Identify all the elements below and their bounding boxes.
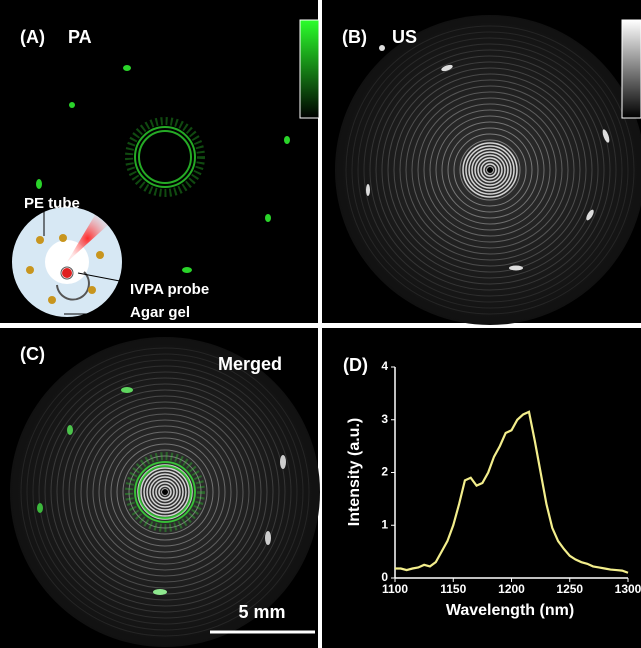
ring (441, 121, 539, 219)
x-tick-label: 1250 (556, 582, 583, 596)
x-tick-label: 1200 (498, 582, 525, 596)
x-axis-label: Wavelength (nm) (446, 602, 574, 619)
ring (375, 55, 605, 285)
plot: 0 1 2 3 4 1100 1150 1200 1250 1300 (381, 359, 641, 596)
ring (86, 413, 244, 571)
ring (38, 365, 292, 619)
ring (140, 467, 190, 517)
x-tick-label: 1100 (382, 582, 408, 596)
inset (12, 207, 130, 317)
ring (351, 31, 629, 309)
ring (435, 115, 545, 225)
ring (453, 133, 527, 207)
panel-label: (D) (343, 355, 368, 375)
ring (387, 67, 593, 273)
ring (411, 91, 569, 249)
ring (80, 407, 250, 577)
center (487, 167, 493, 173)
ring (381, 61, 599, 279)
ring (468, 148, 512, 192)
ring (104, 431, 226, 553)
ring (122, 449, 208, 535)
ring (417, 97, 563, 243)
pa-colorbar (299, 19, 320, 119)
panel-label: (C) (20, 344, 45, 364)
panel-title: PA (68, 27, 92, 47)
green-ring (134, 126, 196, 188)
ring (68, 395, 262, 589)
x-tick-label: 1150 (440, 582, 466, 596)
green-ring (134, 461, 196, 523)
ring (423, 103, 557, 237)
x-tick-label: 1300 (615, 582, 641, 596)
y-tick-label: 0 (381, 570, 388, 584)
center (162, 489, 168, 495)
y-tick-label: 1 (381, 517, 388, 531)
ring (149, 476, 181, 508)
ring (155, 482, 175, 502)
pa-spots (36, 65, 290, 273)
inset-label: IVPA probe (130, 281, 209, 298)
panel-title: US (392, 27, 417, 47)
ring (462, 142, 518, 198)
ring (363, 43, 617, 297)
ring (369, 49, 611, 291)
ring (26, 353, 304, 631)
ring (459, 139, 521, 201)
panel-d (322, 328, 641, 648)
ring (480, 160, 500, 180)
line (395, 410, 629, 574)
y-tick-label: 3 (381, 412, 388, 426)
merged-rings (20, 347, 310, 637)
inset-label: PE tube (24, 195, 80, 212)
green-ring (125, 452, 205, 532)
ring (465, 145, 515, 195)
ring (56, 383, 274, 601)
ring (399, 79, 581, 261)
ring (357, 37, 623, 303)
ring (98, 425, 232, 559)
ring (152, 479, 178, 505)
green-ring (125, 117, 205, 197)
ring (50, 377, 280, 607)
y-tick-label: 4 (381, 359, 388, 373)
ring (405, 85, 575, 255)
merged-spots (37, 387, 286, 595)
ring (116, 443, 214, 541)
y-axis-label: Intensity (a.u.) (346, 418, 363, 526)
us-spots (366, 45, 610, 271)
ring (110, 437, 220, 547)
ring (393, 73, 587, 267)
ring (477, 157, 503, 183)
ring (20, 347, 310, 637)
ring (447, 127, 533, 213)
ring (143, 470, 187, 514)
ring (429, 109, 551, 231)
ring (146, 473, 184, 511)
green-ring (138, 130, 192, 184)
panel-label: (A) (20, 27, 45, 47)
y-tick-label: 2 (381, 465, 388, 479)
ring (474, 154, 506, 186)
scale-bar-label: 5 mm (238, 602, 285, 622)
ring (345, 25, 635, 315)
inset-label: Agar gel (130, 304, 190, 321)
ring (32, 359, 298, 625)
us-colorbar (621, 19, 641, 119)
ring (158, 485, 172, 499)
ring (74, 401, 256, 583)
pa-ring (125, 117, 205, 197)
ring (44, 371, 286, 613)
ring (483, 163, 497, 177)
ring (128, 455, 202, 529)
us-rings (345, 25, 635, 315)
ring (471, 151, 509, 189)
panel-title: Merged (218, 354, 282, 374)
ring (92, 419, 238, 565)
panel-label: (B) (342, 27, 367, 47)
green-ring (138, 465, 192, 519)
